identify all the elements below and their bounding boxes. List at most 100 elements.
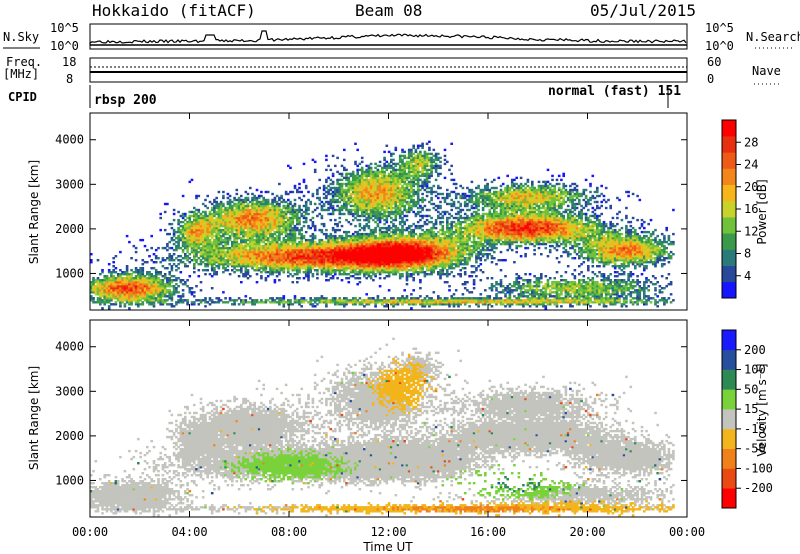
data-cell xyxy=(318,179,321,181)
data-cell xyxy=(189,275,192,277)
data-cell xyxy=(166,243,169,245)
data-cell xyxy=(236,219,239,221)
data-cell xyxy=(238,275,241,277)
data-cell xyxy=(316,303,319,305)
data-cell xyxy=(155,269,158,271)
data-cell xyxy=(267,191,270,193)
data-cell xyxy=(180,255,183,257)
data-cell xyxy=(247,243,250,245)
data-cell xyxy=(314,161,317,163)
data-cell xyxy=(312,217,315,219)
data-cell xyxy=(121,289,124,291)
data-cell xyxy=(253,269,256,271)
data-cell xyxy=(173,243,176,245)
data-cell xyxy=(247,219,250,221)
data-cell xyxy=(164,273,167,275)
data-cell xyxy=(300,227,303,229)
rti-figure: Hokkaido (fitACF) Beam 08 05/Jul/2015 N.… xyxy=(0,0,800,554)
data-cell xyxy=(97,289,100,291)
data-cell xyxy=(108,263,111,265)
data-cell xyxy=(294,209,297,211)
nsky-trace xyxy=(90,31,687,45)
data-cell xyxy=(166,299,169,301)
data-cell xyxy=(323,197,326,199)
data-cell xyxy=(126,235,129,237)
data-cell xyxy=(177,267,180,269)
data-cell xyxy=(213,267,216,269)
data-cell xyxy=(168,233,171,235)
data-cell xyxy=(182,289,185,291)
data-cell xyxy=(133,277,136,279)
data-cell xyxy=(294,273,297,275)
data-cell xyxy=(150,235,153,237)
cpid-label: CPID xyxy=(8,90,37,104)
data-cell xyxy=(202,261,205,263)
data-cell xyxy=(146,261,149,263)
data-cell xyxy=(229,273,232,275)
data-cell xyxy=(173,253,176,255)
data-cell xyxy=(224,259,227,261)
data-cell xyxy=(173,213,176,215)
data-cell xyxy=(157,257,160,259)
data-cell xyxy=(271,253,274,255)
data-cell xyxy=(180,229,183,231)
data-cell xyxy=(289,219,292,221)
data-cell xyxy=(115,267,118,269)
data-cell xyxy=(220,219,223,221)
data-cell xyxy=(247,269,250,271)
nave-label: Nave xyxy=(752,64,781,78)
data-cell xyxy=(283,199,286,201)
data-cell xyxy=(191,215,194,217)
data-cell xyxy=(148,255,151,257)
nsearch-tick-low: 10^0 xyxy=(705,39,734,53)
data-cell xyxy=(180,225,183,227)
data-cell xyxy=(265,253,268,255)
data-cell xyxy=(126,289,129,291)
data-cell xyxy=(173,239,176,241)
data-cell xyxy=(300,305,303,307)
data-cell xyxy=(206,215,209,217)
data-cell xyxy=(159,213,162,215)
data-cell xyxy=(173,289,176,291)
data-cell xyxy=(115,277,118,279)
data-cell xyxy=(260,219,263,221)
data-cell xyxy=(323,203,326,205)
data-cell xyxy=(323,209,326,211)
data-cell xyxy=(318,197,321,199)
data-cell xyxy=(115,255,118,257)
data-cell xyxy=(166,249,169,251)
data-cell xyxy=(305,299,308,301)
data-cell xyxy=(242,273,245,275)
data-cell xyxy=(278,279,281,281)
data-cell xyxy=(155,289,158,291)
data-cell xyxy=(191,287,194,289)
data-cell xyxy=(191,291,194,293)
data-cell xyxy=(271,219,274,221)
data-cell xyxy=(180,247,183,249)
data-cell xyxy=(316,215,319,217)
data-cell xyxy=(204,273,207,275)
data-cell xyxy=(323,297,326,299)
data-cell xyxy=(283,295,286,297)
data-cell xyxy=(200,281,203,283)
data-cell xyxy=(173,305,176,307)
data-cell xyxy=(307,191,310,193)
data-cell xyxy=(289,207,292,209)
data-cell xyxy=(267,199,270,201)
data-cell xyxy=(289,273,292,275)
data-cell xyxy=(247,203,250,205)
data-cell xyxy=(164,211,167,213)
data-cell xyxy=(144,245,147,247)
data-cell xyxy=(323,253,326,255)
data-cell xyxy=(312,299,315,301)
data-cell xyxy=(157,247,160,249)
data-cell xyxy=(166,295,169,297)
data-cell xyxy=(110,289,113,291)
data-cell xyxy=(314,169,317,171)
data-cell xyxy=(276,297,279,299)
data-cell xyxy=(142,239,145,241)
data-cell xyxy=(265,199,268,201)
data-cell xyxy=(213,199,216,201)
data-cell xyxy=(283,211,286,213)
data-cell xyxy=(166,303,169,305)
